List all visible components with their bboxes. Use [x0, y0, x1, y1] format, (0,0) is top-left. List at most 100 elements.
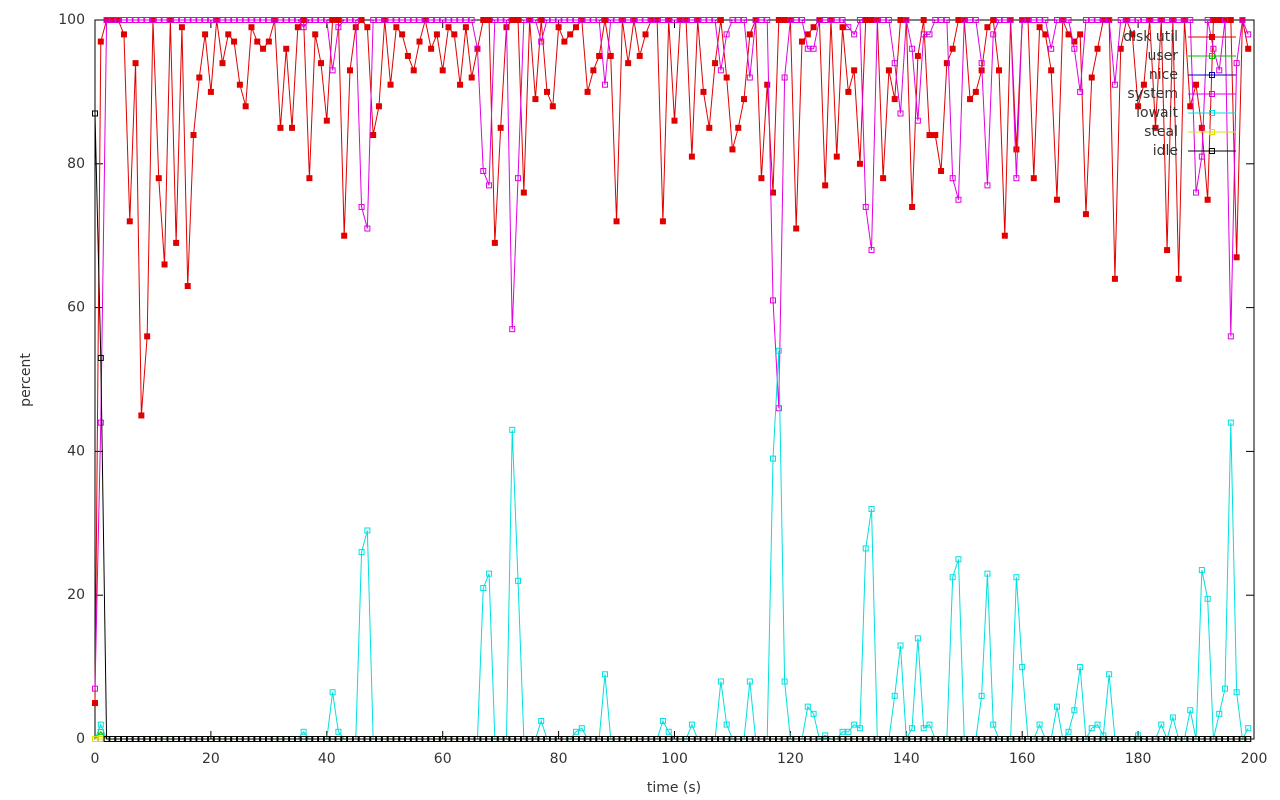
data-point: [271, 736, 278, 742]
data-point: [190, 736, 197, 742]
data-point: [909, 725, 916, 732]
data-point: [1245, 31, 1252, 38]
data-point: [410, 67, 417, 74]
data-point: [318, 736, 325, 742]
legend-label: iowait: [1136, 105, 1178, 121]
data-point: [480, 17, 487, 23]
data-point: [717, 67, 724, 74]
data-point: [155, 175, 162, 182]
data-point: [1129, 31, 1136, 38]
data-point: [926, 132, 933, 139]
data-point: [520, 17, 527, 23]
data-point: [845, 88, 852, 95]
data-point: [138, 17, 145, 23]
data-point: [97, 736, 104, 742]
data-point: [445, 736, 452, 742]
data-point: [567, 31, 574, 38]
data-point: [1013, 175, 1020, 182]
data-point: [457, 17, 464, 23]
data-point: [601, 671, 608, 678]
data-point: [625, 736, 632, 742]
data-point: [897, 736, 904, 742]
data-point: [283, 736, 290, 742]
data-point: [433, 736, 440, 742]
data-point: [358, 549, 365, 556]
data-point: [526, 17, 533, 23]
data-point: [1204, 736, 1211, 742]
data-point: [271, 17, 278, 23]
data-point: [544, 88, 551, 95]
data-point: [457, 736, 464, 742]
data-point: [880, 736, 887, 742]
data-point: [1140, 17, 1147, 23]
data-point: [248, 736, 255, 742]
data-point: [451, 31, 458, 38]
data-point: [1239, 736, 1246, 742]
data-point: [370, 17, 377, 23]
data-point: [422, 17, 429, 23]
data-point: [880, 175, 887, 182]
data-point: [364, 527, 371, 534]
data-point: [654, 736, 661, 742]
data-point: [810, 45, 817, 52]
data-point: [462, 17, 469, 23]
data-point: [1123, 17, 1130, 23]
data-point: [717, 17, 724, 23]
data-point: [706, 17, 713, 23]
data-point: [764, 736, 771, 742]
data-point: [833, 736, 840, 742]
data-point: [358, 17, 365, 23]
data-point: [294, 17, 301, 23]
data-point: [584, 88, 591, 95]
data-point: [242, 736, 249, 742]
data-point: [920, 725, 927, 732]
data-point: [1227, 419, 1234, 426]
data-point: [781, 678, 788, 685]
data-point: [300, 736, 307, 742]
data-point: [781, 74, 788, 81]
data-point: [144, 333, 151, 340]
data-point: [804, 736, 811, 742]
data-point: [474, 736, 481, 742]
data-point: [248, 24, 255, 31]
data-point: [352, 736, 359, 742]
data-point: [1013, 146, 1020, 153]
x-tick-label: 120: [777, 751, 804, 767]
data-point: [833, 17, 840, 23]
data-point: [219, 17, 226, 23]
data-point: [416, 17, 423, 23]
data-point: [601, 17, 608, 23]
data-point: [126, 218, 133, 225]
data-point: [515, 17, 522, 23]
data-point: [428, 17, 435, 23]
data-point: [990, 31, 997, 38]
data-point: [822, 182, 829, 189]
data-point: [404, 17, 411, 23]
data-point: [851, 736, 858, 742]
x-tick-label: 60: [434, 751, 452, 767]
data-point: [468, 74, 475, 81]
data-point: [758, 175, 765, 182]
data-point: [630, 736, 637, 742]
data-point: [949, 574, 956, 581]
data-point: [329, 736, 336, 742]
data-point: [318, 17, 325, 23]
data-point: [509, 736, 516, 742]
data-point: [920, 736, 927, 742]
data-point: [277, 17, 284, 23]
data-point: [480, 585, 487, 592]
data-point: [1135, 736, 1142, 742]
data-point: [1181, 736, 1188, 742]
data-point: [393, 736, 400, 742]
data-point: [213, 736, 220, 742]
data-point: [996, 17, 1003, 23]
data-point: [1082, 736, 1089, 742]
data-point: [236, 736, 243, 742]
data-point: [428, 45, 435, 52]
data-point: [486, 570, 493, 577]
data-point: [764, 81, 771, 88]
legend-label: user: [1147, 48, 1178, 64]
data-point: [120, 17, 127, 23]
data-point: [874, 17, 881, 23]
